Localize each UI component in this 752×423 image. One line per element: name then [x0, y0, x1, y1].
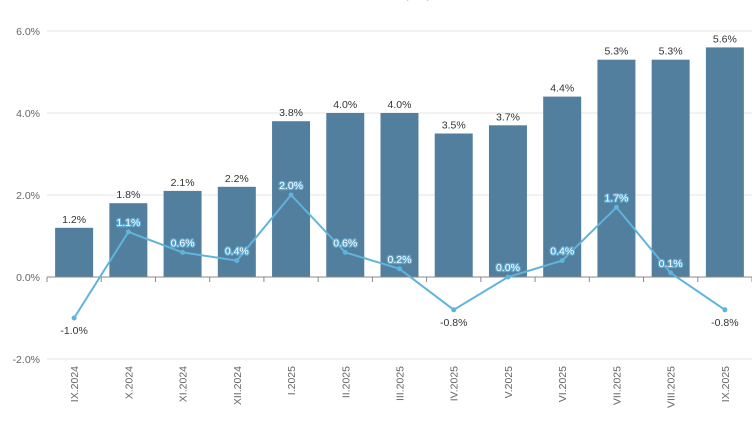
line-data-label: -0.8% [440, 317, 467, 329]
x-tick-label: IX.2024 [69, 366, 81, 402]
bar-data-label: 4.4% [550, 83, 574, 95]
x-tick-label: VI.2025 [557, 366, 569, 402]
x-tick-label: X.2024 [123, 366, 135, 399]
bar [217, 186, 256, 277]
line-data-label: -1.0% [60, 325, 87, 337]
x-tick-label: VII.2025 [611, 366, 623, 405]
y-tick-label: 4.0% [16, 108, 40, 120]
line-point [397, 266, 402, 272]
bar [434, 133, 473, 277]
bar [326, 113, 365, 277]
bar [488, 125, 527, 277]
line-data-label: 2.0% [279, 180, 303, 192]
y-tick-label: -2.0% [13, 354, 40, 366]
x-tick-label: VIII.2025 [666, 366, 678, 408]
y-tick-label: 0.0% [16, 272, 40, 284]
line-point [342, 249, 348, 255]
x-tick-label: XI.2024 [178, 366, 190, 402]
bar-series: 1.2% 1.8% 2.1% 2.2% 3.8% 4.0% 4.0% 3.5% 3.7% 4.4%… [55, 33, 744, 278]
bar [597, 59, 636, 278]
line-data-label: -0.8% [711, 317, 738, 329]
line-data-label: 0.1% [659, 258, 683, 270]
bar-data-label: 3.8% [279, 107, 303, 119]
line-point [234, 258, 240, 264]
bar [705, 47, 744, 278]
line-data-label: 0.4% [225, 246, 249, 258]
line-point [180, 249, 186, 255]
line-data-label: 1.7% [604, 192, 628, 204]
x-axis: IX.2024 X.2024 XI.2024 XII.2024 I.2025 II.202… [46, 276, 752, 408]
bar [55, 227, 94, 277]
x-tick-label: IV.2025 [449, 366, 461, 401]
x-tick-label: XII.2024 [232, 366, 244, 405]
x-tick-label: II.2025 [340, 366, 352, 398]
bar [163, 190, 202, 277]
line-data-label: 0.2% [388, 254, 412, 266]
line-point [613, 204, 619, 210]
bar-data-label: 2.2% [225, 173, 249, 185]
bar-data-label: 3.5% [442, 120, 466, 132]
bar [272, 121, 311, 277]
bar [380, 113, 419, 277]
line-data-label: 1.1% [116, 217, 140, 229]
bar-data-label: 4.0% [388, 99, 412, 111]
line-data-label: 0.0% [496, 262, 520, 274]
bar-data-label: 5.3% [604, 46, 628, 58]
chart-title: ..., ...; ... [394, 0, 445, 1]
bar-data-label: 5.3% [659, 46, 683, 58]
line-point [668, 270, 674, 276]
line-point [722, 307, 728, 313]
line-point [125, 229, 131, 235]
bar-data-label: 1.2% [62, 214, 86, 226]
bar-data-label: 2.1% [171, 177, 195, 189]
line-point [288, 192, 294, 198]
y-axis: -2.0% 0.0% 2.0% 4.0% 6.0% [13, 26, 40, 366]
x-tick-label: IX.2025 [720, 366, 732, 402]
bar-data-label: 1.8% [116, 189, 140, 201]
y-tick-label: 2.0% [16, 190, 40, 202]
line-data-label: 0.4% [550, 246, 574, 258]
bar [651, 59, 690, 278]
line-point [451, 307, 457, 313]
x-tick-label: I.2025 [286, 366, 298, 395]
bar-data-label: 5.6% [713, 33, 737, 45]
line-series: -1.0% 1.1% 0.6% 0.4% 2.0% 0.6% 0.2% -0.8% 0.0% 0.… [60, 179, 738, 337]
line-point [505, 274, 511, 280]
y-tick-label: 6.0% [16, 26, 40, 38]
x-tick-label: III.2025 [395, 366, 407, 401]
line-point [71, 315, 77, 321]
line-data-label: 0.6% [333, 237, 357, 249]
bar-data-label: 3.7% [496, 111, 520, 123]
bar [109, 203, 148, 277]
line-point [559, 258, 565, 264]
bar-data-label: 4.0% [333, 99, 357, 111]
x-tick-label: V.2025 [503, 366, 515, 398]
line-data-label: 0.6% [171, 237, 195, 249]
